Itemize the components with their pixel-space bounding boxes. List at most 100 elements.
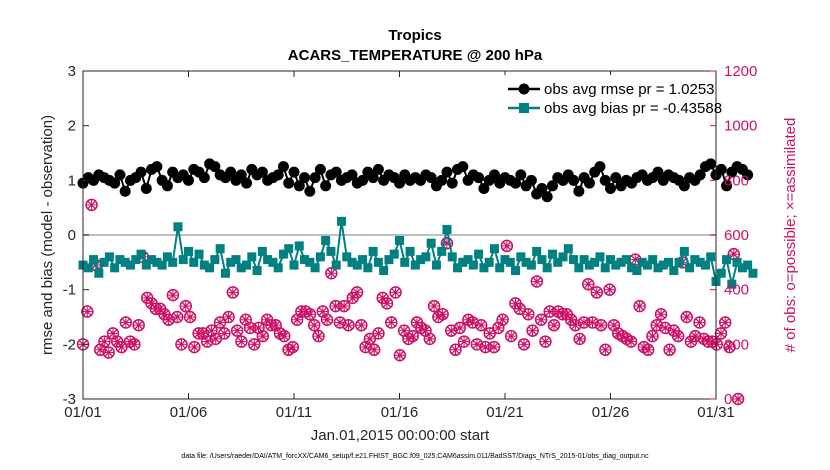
bias-data-point bbox=[416, 255, 426, 265]
bias-data-point bbox=[642, 260, 652, 270]
bias-data-point bbox=[442, 225, 452, 235]
obs-possible-marker bbox=[573, 332, 586, 346]
rmse-data-point bbox=[441, 166, 453, 178]
obs-possible-marker bbox=[355, 318, 368, 332]
bias-data-point bbox=[300, 255, 310, 265]
rmse-data-point bbox=[293, 180, 305, 192]
y-tick-label: 3 bbox=[68, 63, 76, 80]
bias-data-point bbox=[727, 279, 737, 289]
obs-possible-marker bbox=[85, 198, 98, 212]
bias-data-point bbox=[189, 257, 199, 267]
obs-count-point bbox=[457, 335, 471, 348]
bias-data-point bbox=[611, 260, 621, 270]
y-right-tick-label: 600 bbox=[724, 227, 749, 244]
bias-data-point bbox=[495, 263, 505, 273]
bias-data-point bbox=[484, 257, 494, 267]
y-tick-label: 0 bbox=[68, 227, 76, 244]
bias-data-point bbox=[220, 268, 230, 278]
rmse-data-point bbox=[594, 161, 606, 173]
obs-count-point bbox=[423, 332, 437, 346]
bias-data-point bbox=[722, 255, 732, 265]
obs-count-point bbox=[188, 340, 201, 354]
bias-data-point bbox=[226, 257, 236, 267]
obs-possible-marker bbox=[714, 327, 728, 340]
bias-data-point bbox=[579, 255, 589, 265]
obs-count-point bbox=[534, 313, 548, 326]
obs-count-point bbox=[218, 327, 231, 340]
bias-series-line bbox=[82, 221, 754, 285]
bias-data-point bbox=[500, 255, 510, 265]
obs-count-point bbox=[671, 329, 685, 343]
rmse-data-point bbox=[583, 177, 595, 189]
obs-possible-marker bbox=[307, 318, 321, 332]
obs-count-point bbox=[723, 340, 736, 354]
obs-possible-marker bbox=[170, 310, 184, 324]
bias-data-point bbox=[368, 246, 378, 256]
obs-possible-marker bbox=[423, 332, 437, 346]
obs-possible-marker bbox=[175, 338, 188, 351]
obs-possible-marker bbox=[663, 343, 676, 357]
obs-count-point bbox=[209, 332, 222, 346]
obs-possible-marker bbox=[102, 346, 115, 359]
bias-data-point bbox=[384, 255, 394, 265]
obs-count-point bbox=[731, 392, 745, 406]
obs-count-point bbox=[513, 302, 526, 316]
bias-data-point bbox=[136, 249, 146, 259]
obs-possible-marker bbox=[427, 299, 441, 313]
obs-count-point bbox=[539, 335, 552, 348]
obs-count-point bbox=[547, 318, 561, 332]
bias-data-point bbox=[389, 249, 399, 259]
obs-count-point bbox=[449, 343, 462, 357]
obs-count-point bbox=[581, 277, 595, 291]
bias-data-point bbox=[252, 266, 262, 276]
bias-data-point bbox=[120, 257, 130, 267]
bias-data-point bbox=[284, 244, 294, 254]
rmse-data-point bbox=[299, 172, 311, 184]
obs-possible-marker bbox=[363, 332, 377, 346]
obs-count-point bbox=[436, 308, 449, 321]
obs-count-point bbox=[573, 332, 586, 346]
obs-possible-marker bbox=[406, 329, 419, 343]
obs-possible-marker bbox=[599, 343, 612, 357]
y-axis-right-label: # of obs: o=possible; ×=assimilated bbox=[782, 118, 799, 353]
obs-possible-marker bbox=[248, 338, 261, 351]
bias-data-point bbox=[395, 235, 404, 245]
bias-data-point bbox=[242, 260, 252, 270]
rmse-data-point bbox=[715, 163, 727, 175]
bias-data-point bbox=[558, 252, 568, 262]
bias-data-point bbox=[131, 255, 141, 265]
bias-data-point bbox=[574, 263, 584, 273]
rmse-data-point bbox=[573, 185, 585, 197]
rmse-data-point bbox=[357, 174, 369, 186]
obs-count-point bbox=[479, 340, 492, 354]
rmse-data-point bbox=[436, 174, 448, 186]
rmse-data-point bbox=[536, 183, 548, 195]
obs-possible-marker bbox=[633, 299, 646, 313]
y-tick-label: 1 bbox=[68, 172, 76, 189]
rmse-data-point bbox=[225, 166, 237, 178]
bias-data-point bbox=[695, 257, 705, 267]
rmse-data-point bbox=[488, 169, 500, 181]
rmse-data-point bbox=[515, 169, 527, 181]
bias-data-point bbox=[104, 252, 114, 262]
obs-count-point bbox=[727, 247, 741, 261]
x-tick-label: 01/11 bbox=[276, 404, 312, 421]
obs-possible-marker bbox=[500, 239, 514, 253]
bias-data-point bbox=[590, 257, 600, 267]
bias-data-point bbox=[627, 263, 637, 273]
obs-possible-marker bbox=[320, 313, 334, 326]
obs-count-point bbox=[474, 318, 488, 332]
bias-data-point bbox=[489, 244, 499, 254]
obs-possible-marker bbox=[718, 316, 732, 329]
obs-count-point bbox=[367, 343, 381, 357]
bias-data-point bbox=[247, 252, 257, 262]
obs-count-point bbox=[119, 316, 133, 329]
obs-count-point bbox=[385, 316, 398, 329]
obs-possible-marker bbox=[115, 340, 128, 354]
bias-data-point bbox=[257, 246, 267, 256]
rmse-data-point bbox=[652, 166, 664, 178]
bias-data-point bbox=[162, 252, 172, 262]
bias-data-point bbox=[526, 260, 536, 270]
obs-possible-marker bbox=[513, 302, 526, 316]
rmse-data-point bbox=[678, 180, 690, 192]
